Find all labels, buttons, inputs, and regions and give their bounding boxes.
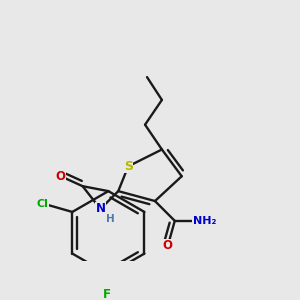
Text: S: S xyxy=(124,160,133,173)
Text: F: F xyxy=(102,288,110,300)
Text: O: O xyxy=(56,170,66,183)
Text: Cl: Cl xyxy=(37,199,49,209)
Text: H: H xyxy=(106,214,115,224)
Text: N: N xyxy=(95,202,105,215)
Text: NH₂: NH₂ xyxy=(193,216,216,226)
Text: O: O xyxy=(163,239,173,252)
